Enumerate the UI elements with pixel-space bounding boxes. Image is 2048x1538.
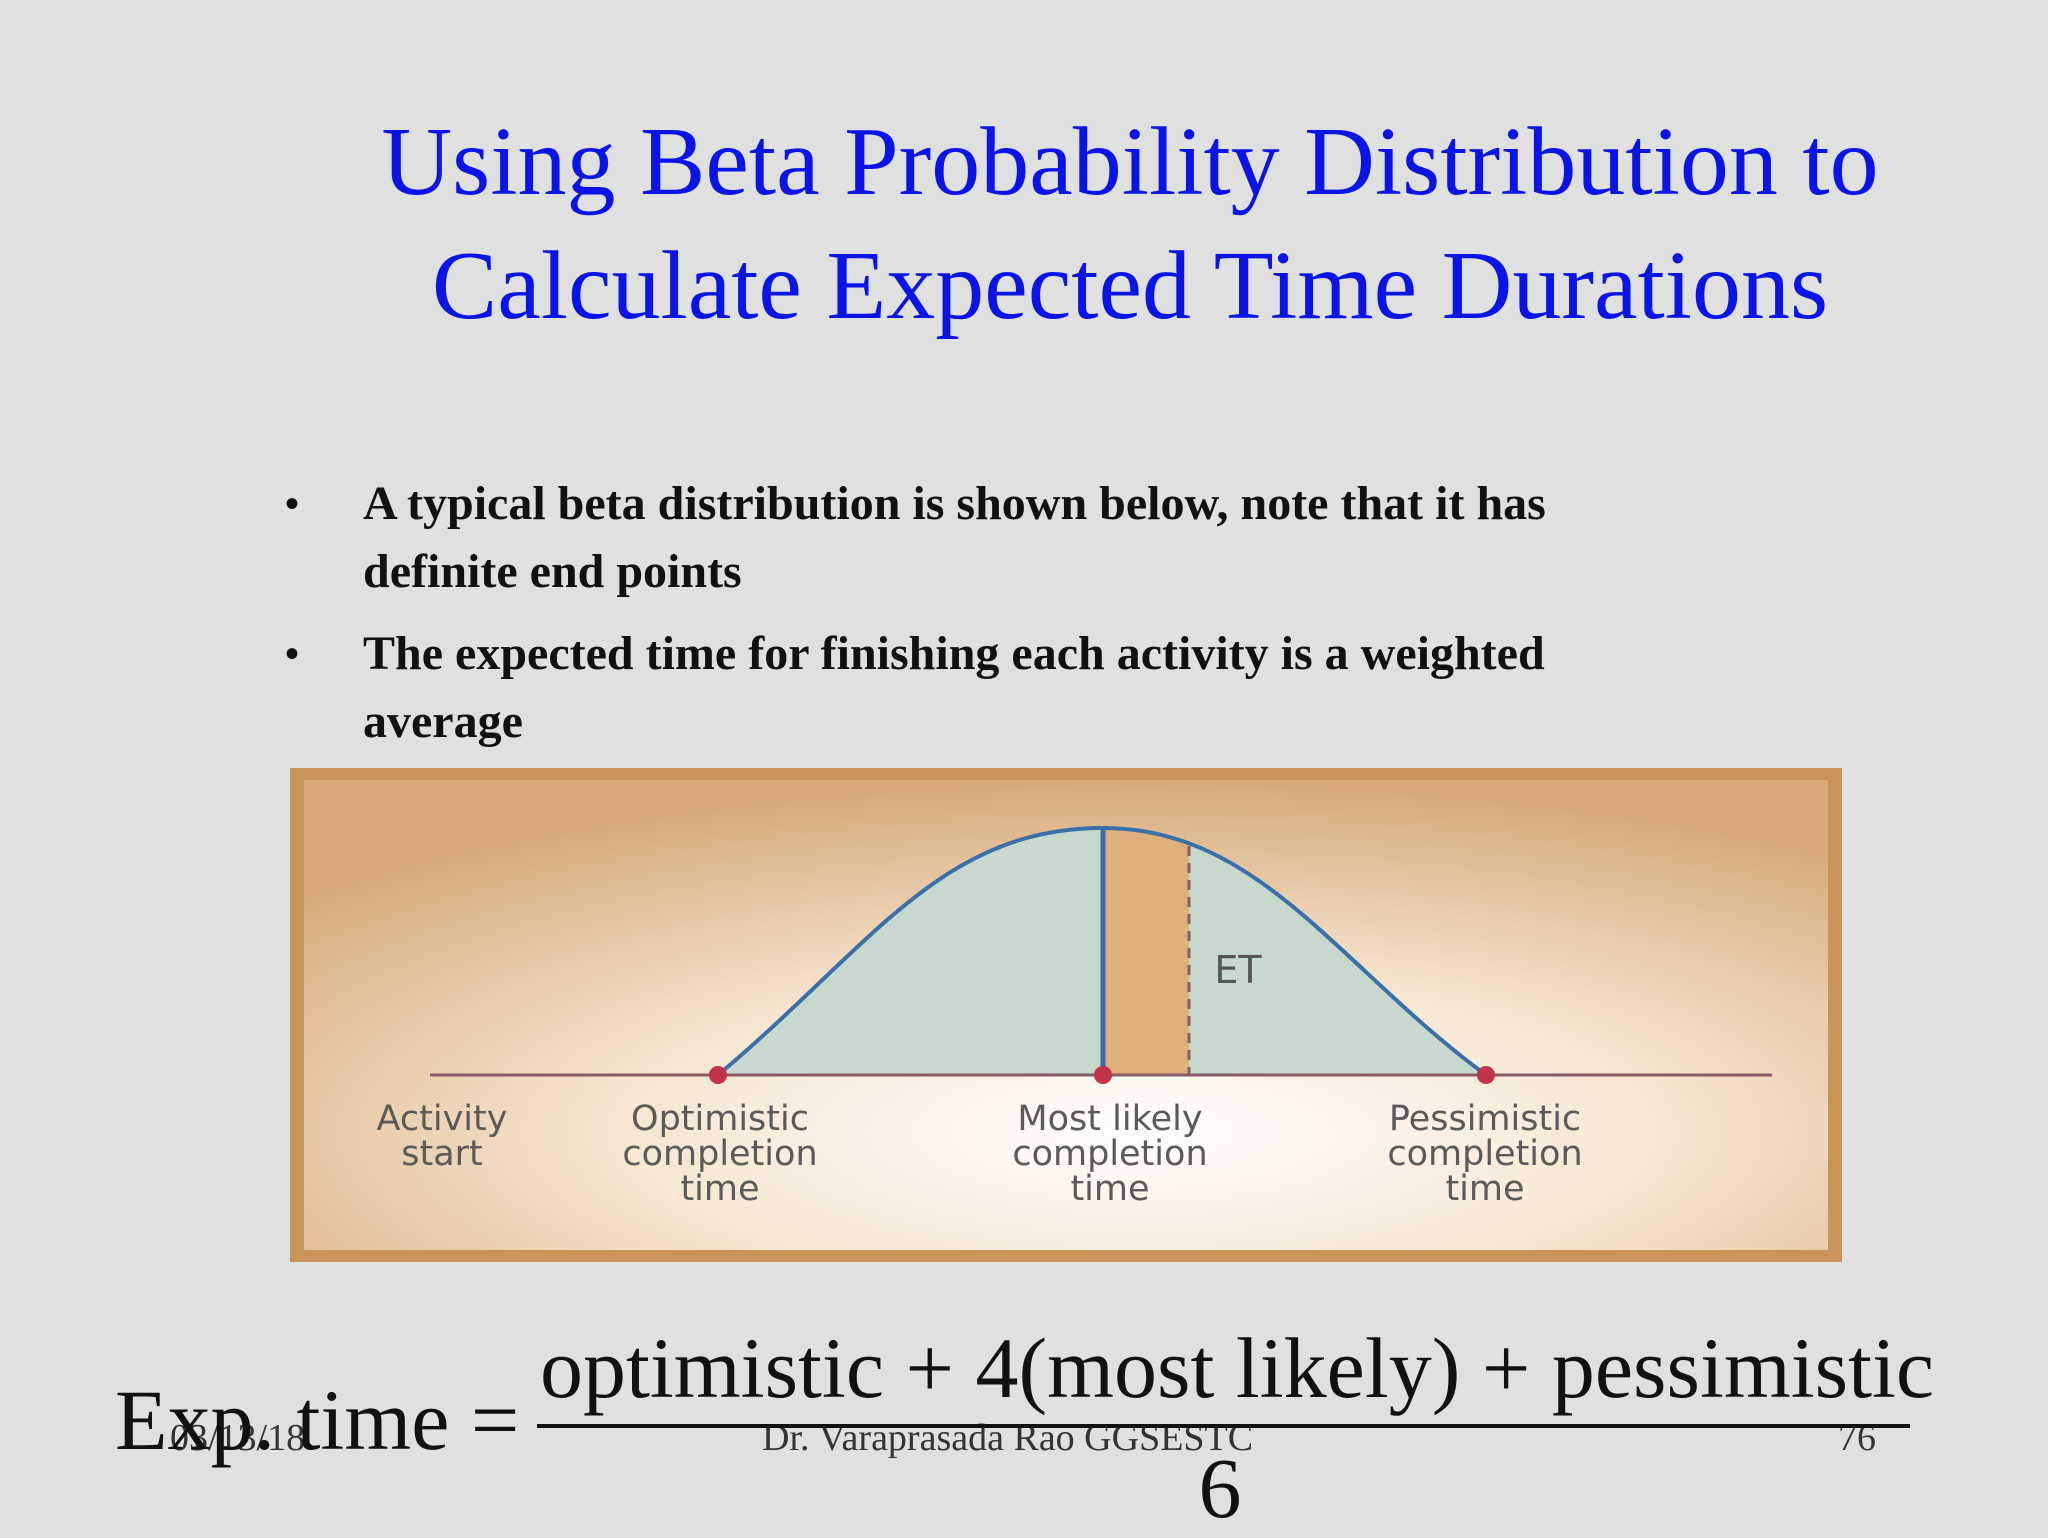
curve-fill-left <box>718 828 1103 1075</box>
fraction-bar <box>537 1424 1910 1428</box>
label-activity-start-2: start <box>401 1134 483 1174</box>
footer-date: 03/13/18 <box>170 1417 306 1459</box>
label-activity-start-1: Activity <box>377 1099 508 1139</box>
curve-fill-right <box>1189 843 1486 1075</box>
beta-distribution-diagram: ET Activity start Optimistic completion … <box>304 780 1828 1250</box>
beta-distribution-figure: ET Activity start Optimistic completion … <box>290 768 1842 1262</box>
bullet-list: • A typical beta distribution is shown b… <box>285 470 1825 770</box>
label-optimistic-2: completion <box>622 1134 817 1174</box>
label-pessimistic-3: time <box>1445 1169 1524 1209</box>
label-most-likely-3: time <box>1070 1169 1149 1209</box>
formula-numerator: optimistic + 4(most likely) + pessimisti… <box>540 1320 1935 1416</box>
bullet-item: • A typical beta distribution is shown b… <box>285 470 1825 606</box>
bullet-text-line-1: A typical beta distribution is shown bel… <box>363 477 1546 530</box>
formula-denominator: 6 <box>1198 1440 1242 1536</box>
optimistic-point <box>709 1066 727 1084</box>
expected-time-band <box>1103 828 1189 1075</box>
label-most-likely-1: Most likely <box>1017 1099 1202 1139</box>
formula-lhs: Exp. time = <box>115 1372 520 1468</box>
bullet-text-line-2: definite end points <box>363 545 742 598</box>
slide-title: Using Beta Probability Distribution to C… <box>260 100 2000 348</box>
footer-page-number: 76 <box>1838 1417 1876 1459</box>
label-most-likely-2: completion <box>1012 1134 1207 1174</box>
label-pessimistic-2: completion <box>1387 1134 1582 1174</box>
title-line-1: Using Beta Probability Distribution to <box>381 108 1879 216</box>
label-optimistic-1: Optimistic <box>631 1099 809 1139</box>
bullet-dot-icon: • <box>285 481 300 526</box>
bullet-text-line-1: The expected time for finishing each act… <box>363 627 1545 680</box>
bullet-dot-icon: • <box>285 631 300 676</box>
label-pessimistic-1: Pessimistic <box>1389 1099 1581 1139</box>
title-line-2: Calculate Expected Time Durations <box>431 232 1829 340</box>
bullet-text-line-2: average <box>363 695 523 748</box>
label-optimistic-3: time <box>680 1169 759 1209</box>
most-likely-point <box>1094 1066 1112 1084</box>
bullet-item: • The expected time for finishing each a… <box>285 620 1825 756</box>
et-label: ET <box>1214 948 1262 992</box>
pessimistic-point <box>1477 1066 1495 1084</box>
